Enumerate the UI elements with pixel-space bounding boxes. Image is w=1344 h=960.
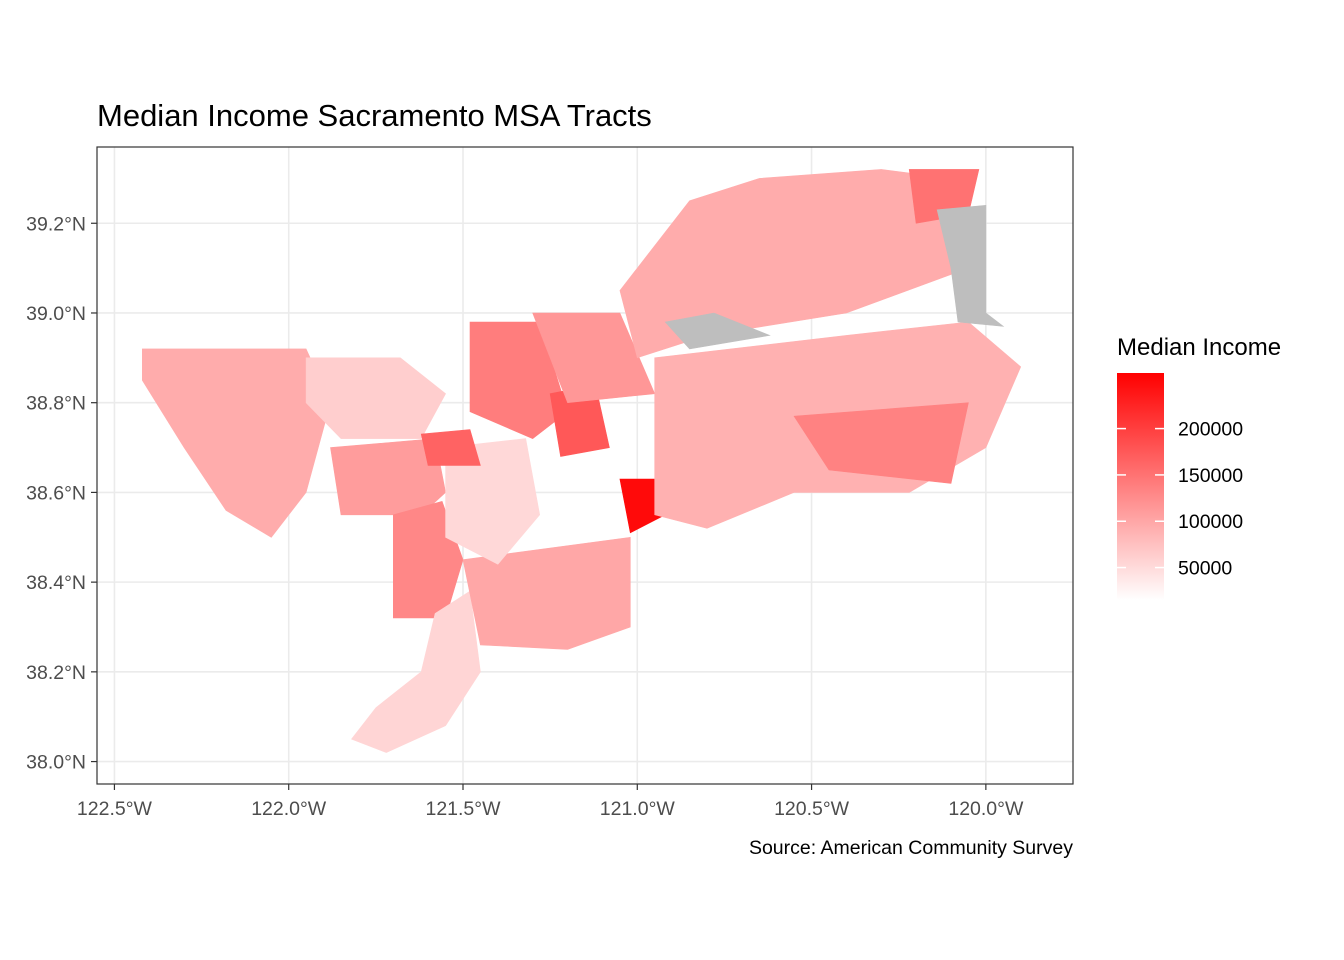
y-tick-label-5: 39.0°N <box>26 303 86 325</box>
legend-label-2: 150000 <box>1178 465 1243 487</box>
y-axis: 38.0°N 38.2°N 38.4°N 38.6°N 38.8°N 39.0°N 39.2… <box>26 213 97 774</box>
x-tick-label-5: 120.0°W <box>948 798 1024 820</box>
region-yolo-north <box>305 357 446 439</box>
x-axis: 122.5°W 122.0°W 121.5°W 121.0°W 120.5°W 120.0… <box>77 784 1024 820</box>
region-pollock-pines <box>793 402 969 484</box>
legend-label-1: 100000 <box>1178 511 1243 533</box>
x-tick-label-0: 122.5°W <box>77 798 153 820</box>
region-sac-suburbs-n <box>469 321 568 439</box>
tract-regions <box>142 169 1022 753</box>
region-north-highlands <box>420 429 481 466</box>
chart-title: Median Income Sacramento MSA Tracts <box>97 98 652 133</box>
y-tick-label-0: 38.0°N <box>26 752 86 774</box>
legend: Median Income 50000 100000 150000 200000 <box>1117 334 1281 600</box>
y-tick-label-6: 39.2°N <box>26 213 86 235</box>
region-folsom-lake <box>664 312 771 350</box>
x-tick-label-1: 122.0°W <box>251 798 327 820</box>
legend-label-3: 200000 <box>1178 419 1243 441</box>
x-tick-label-2: 121.5°W <box>425 798 501 820</box>
chart-caption: Source: American Community Survey <box>749 837 1073 859</box>
legend-title: Median Income <box>1117 334 1281 361</box>
region-sac-city <box>445 438 541 565</box>
region-sac-south <box>462 536 631 650</box>
y-tick-label-4: 38.8°N <box>26 393 86 415</box>
region-sac-delta <box>351 590 481 753</box>
x-tick-label-4: 120.5°W <box>774 798 850 820</box>
y-tick-label-3: 38.6°N <box>26 482 86 504</box>
y-tick-label-1: 38.2°N <box>26 662 86 684</box>
region-lake-tahoe <box>936 204 1005 327</box>
y-tick-label-2: 38.4°N <box>26 572 86 594</box>
legend-label-0: 50000 <box>1178 558 1232 580</box>
plot-border <box>96 146 1074 785</box>
legend-ticks: 50000 100000 150000 200000 <box>1117 419 1243 580</box>
legend-colorbar <box>1117 373 1164 600</box>
x-tick-label-3: 121.0°W <box>600 798 676 820</box>
